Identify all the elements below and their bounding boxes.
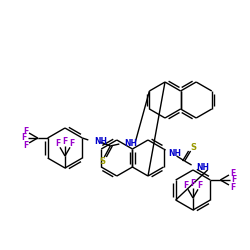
Text: NH: NH — [94, 136, 107, 145]
Text: F: F — [230, 182, 235, 192]
Text: S: S — [190, 142, 196, 152]
Text: F: F — [70, 140, 74, 148]
Text: F: F — [23, 140, 28, 149]
Text: F: F — [230, 168, 235, 177]
Text: F: F — [21, 134, 26, 142]
Text: F: F — [55, 140, 60, 148]
Text: NH: NH — [124, 138, 137, 147]
Text: NH: NH — [168, 150, 181, 158]
Text: F: F — [23, 126, 28, 136]
Text: F: F — [232, 176, 237, 184]
Text: F: F — [62, 138, 68, 146]
Text: S: S — [99, 156, 105, 166]
Text: F: F — [184, 182, 189, 190]
Text: F: F — [190, 180, 196, 188]
Text: F: F — [198, 182, 202, 190]
Text: NH: NH — [196, 164, 209, 172]
